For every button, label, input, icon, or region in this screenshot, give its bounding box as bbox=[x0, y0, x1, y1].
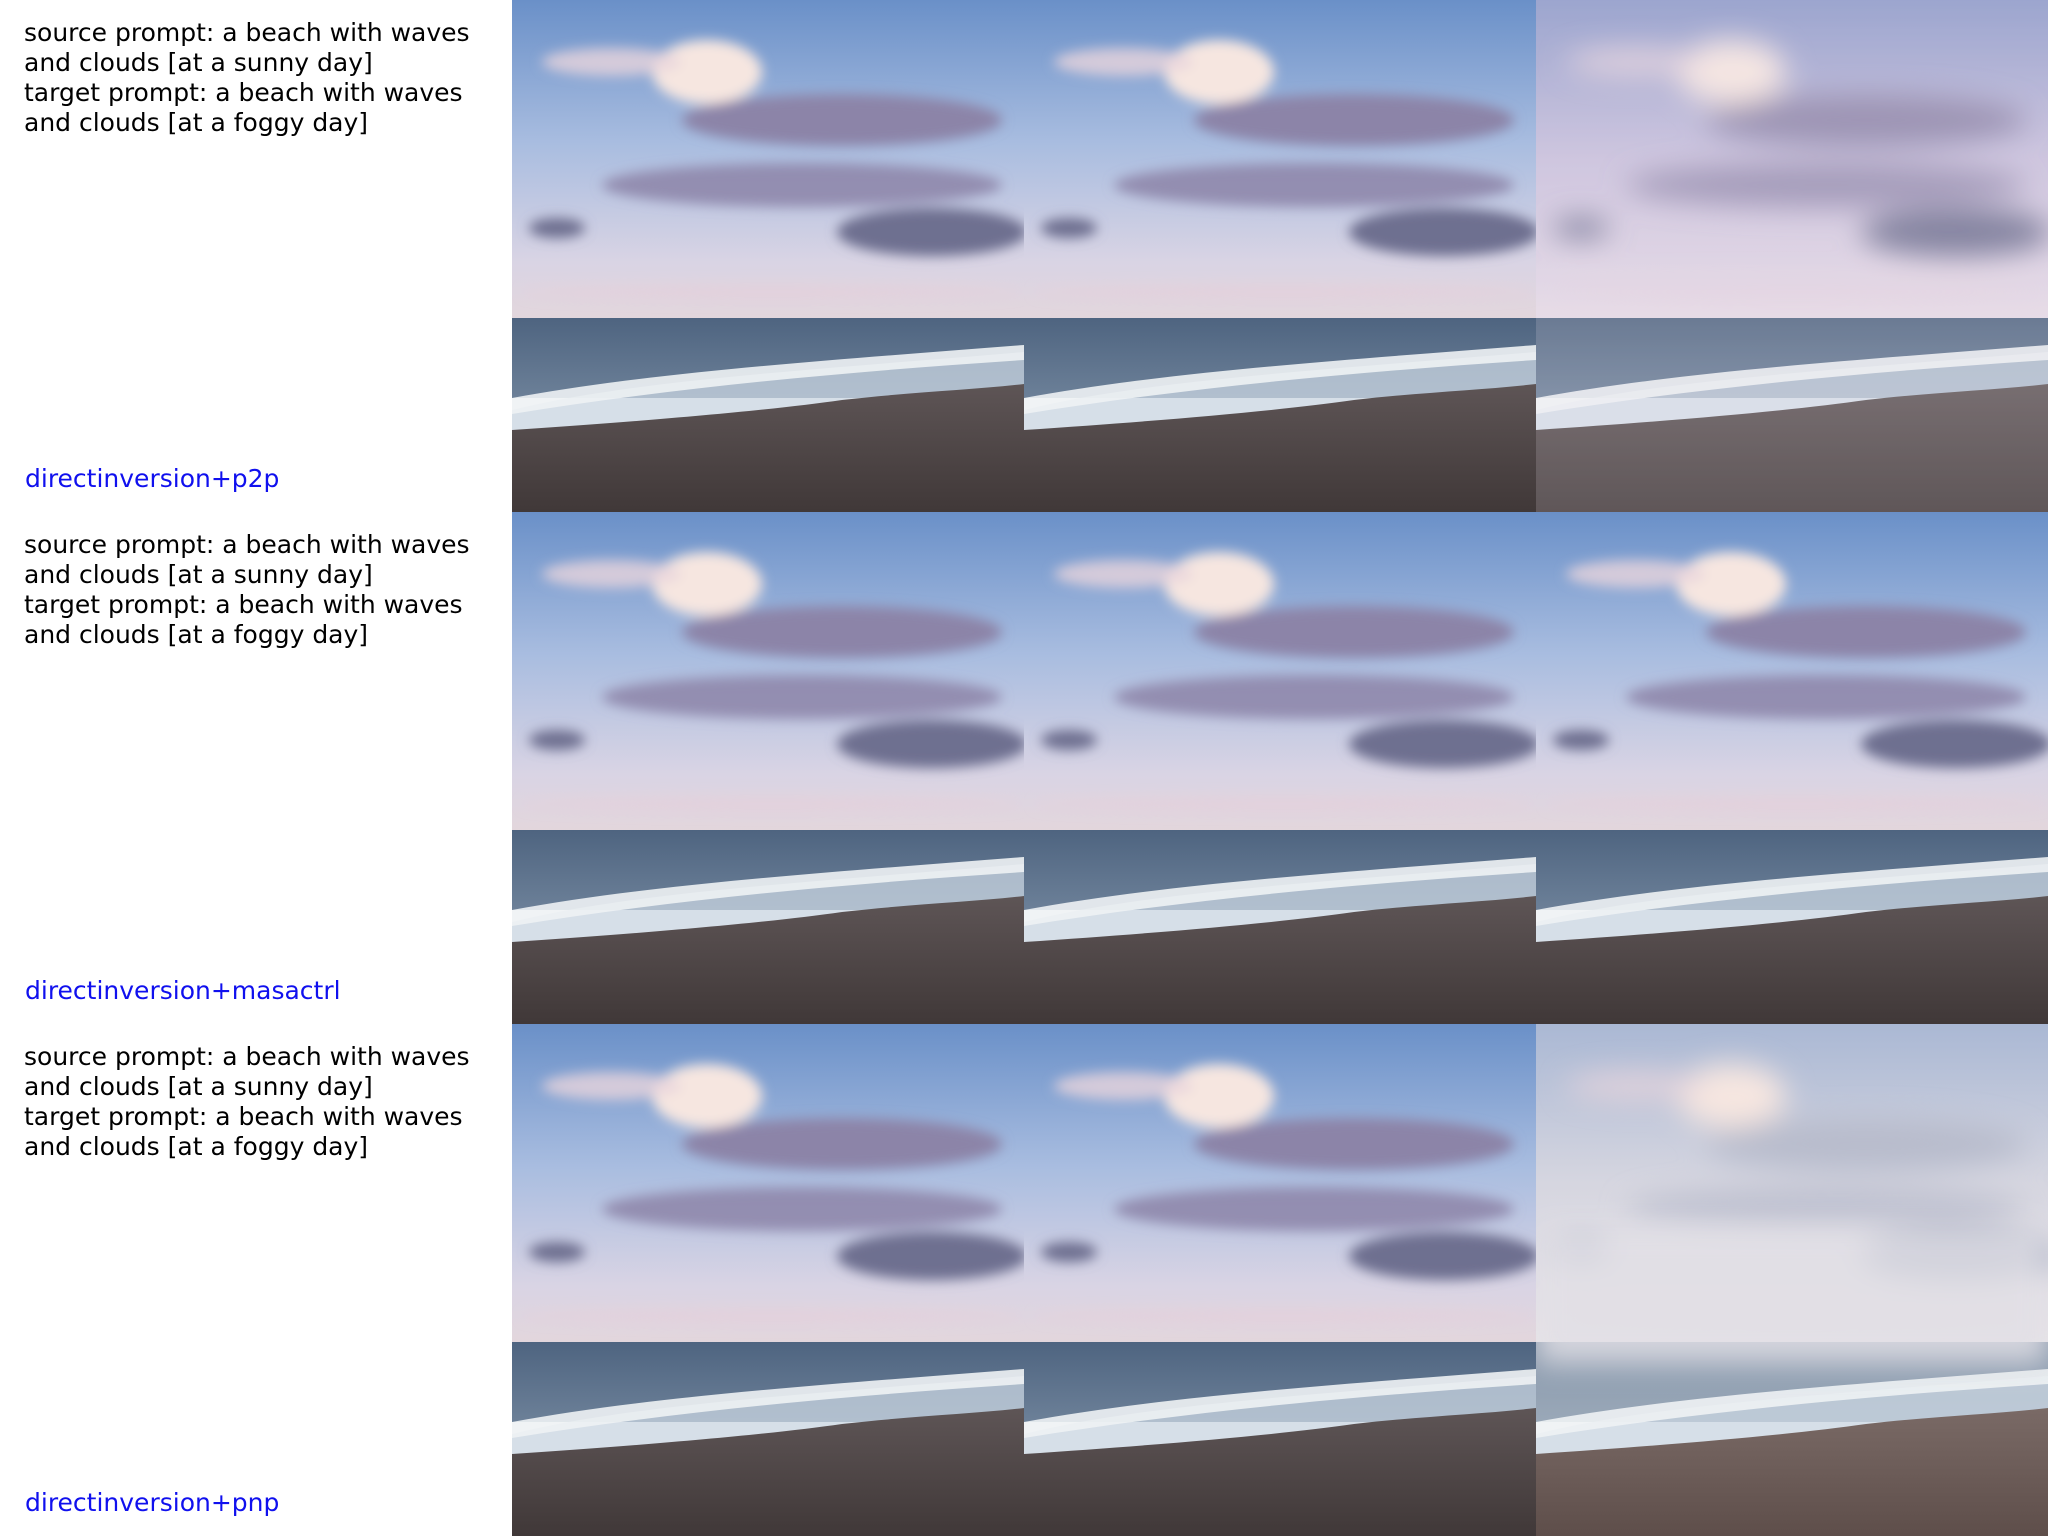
method-row: source prompt: a beach with waves and cl… bbox=[0, 512, 2048, 1024]
source-beach-image bbox=[512, 0, 1024, 512]
prompt-panel: source prompt: a beach with waves and cl… bbox=[0, 512, 512, 1024]
method-label: directinversion+pnp bbox=[25, 1488, 280, 1517]
prompt-panel: source prompt: a beach with waves and cl… bbox=[0, 1024, 512, 1536]
prompt-panel: source prompt: a beach with waves and cl… bbox=[0, 0, 512, 512]
reconstructed-beach-image bbox=[1024, 1024, 1536, 1536]
edited-foggy-beach-image bbox=[1536, 0, 2048, 512]
method-row: source prompt: a beach with waves and cl… bbox=[0, 0, 2048, 512]
target-prompt: target prompt: a beach with waves and cl… bbox=[24, 1102, 463, 1161]
method-label: directinversion+masactrl bbox=[25, 976, 341, 1005]
target-prompt: target prompt: a beach with waves and cl… bbox=[24, 78, 463, 137]
source-prompt: source prompt: a beach with waves and cl… bbox=[24, 1042, 470, 1101]
reconstructed-beach-image bbox=[1024, 512, 1536, 1024]
target-prompt: target prompt: a beach with waves and cl… bbox=[24, 590, 463, 649]
source-beach-image bbox=[512, 1024, 1024, 1536]
source-prompt: source prompt: a beach with waves and cl… bbox=[24, 530, 470, 589]
source-prompt: source prompt: a beach with waves and cl… bbox=[24, 18, 470, 77]
reconstructed-beach-image bbox=[1024, 0, 1536, 512]
method-row: source prompt: a beach with waves and cl… bbox=[0, 1024, 2048, 1536]
edited-foggy-beach-image bbox=[1536, 512, 2048, 1024]
edited-foggy-beach-image bbox=[1536, 1024, 2048, 1536]
method-label: directinversion+p2p bbox=[25, 464, 280, 493]
source-beach-image bbox=[512, 512, 1024, 1024]
